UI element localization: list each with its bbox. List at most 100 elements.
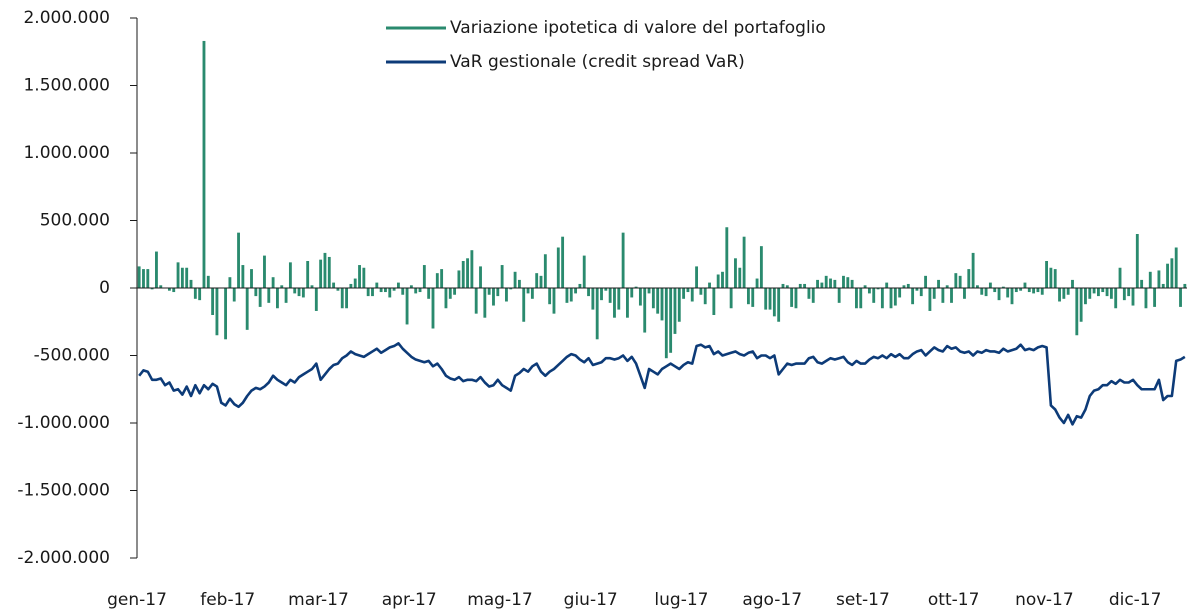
bar (396, 282, 400, 288)
bar (137, 266, 141, 288)
bar (582, 255, 586, 288)
y-tick-label: -1.500.000 (17, 481, 110, 501)
bar (479, 266, 482, 288)
bar (647, 288, 651, 294)
bar (1135, 234, 1139, 288)
bar (807, 288, 811, 299)
bar (409, 285, 413, 288)
bar (267, 288, 271, 303)
bar (323, 252, 327, 288)
bar (336, 288, 340, 291)
bar (906, 283, 910, 288)
bar (1045, 261, 1048, 288)
bar (738, 267, 742, 288)
bar (794, 288, 798, 309)
bar (375, 282, 379, 288)
bar (699, 288, 703, 295)
bar (492, 288, 495, 306)
bar (155, 251, 158, 288)
bar (686, 288, 690, 293)
bar (569, 288, 573, 302)
bar (427, 288, 431, 299)
bar (872, 288, 876, 303)
bar (349, 283, 353, 288)
bar (755, 278, 759, 288)
bar (526, 288, 530, 294)
bar (898, 288, 902, 298)
x-tick-label: apr-17 (382, 590, 437, 610)
bar (224, 288, 228, 340)
bar (530, 288, 534, 299)
bar (928, 288, 932, 311)
bar (634, 286, 638, 288)
bar (712, 288, 716, 315)
bar (708, 282, 711, 288)
bar (595, 288, 599, 340)
bar (833, 279, 837, 288)
bar (1006, 288, 1010, 298)
bar (1153, 288, 1157, 307)
bar (189, 279, 193, 288)
bar (703, 288, 707, 305)
bar (820, 282, 824, 288)
bar (915, 288, 919, 291)
bar (1105, 288, 1109, 297)
bar (180, 267, 184, 288)
bar (746, 288, 750, 305)
bar (258, 288, 262, 307)
bar (608, 288, 612, 303)
bar (288, 262, 292, 288)
bar (837, 288, 841, 303)
bar (314, 288, 318, 311)
bar (362, 267, 366, 288)
bar (889, 288, 893, 309)
bar (660, 288, 664, 321)
bar (301, 288, 305, 298)
bar (1157, 270, 1161, 288)
bar (1140, 279, 1144, 288)
bar (345, 288, 348, 309)
bar (1071, 279, 1074, 288)
bar (1001, 286, 1005, 288)
y-tick-label: 2.000.000 (23, 8, 110, 28)
bar (1014, 288, 1018, 293)
y-tick-label: -2.000.000 (17, 548, 110, 568)
bar (517, 279, 521, 288)
bar (764, 288, 768, 310)
bar (1062, 288, 1066, 299)
x-tick-label: mag-17 (467, 590, 533, 610)
bar (1118, 267, 1122, 288)
bar (1127, 288, 1131, 297)
bar (578, 283, 582, 288)
bar (574, 288, 578, 294)
bar (414, 288, 418, 294)
bar (1075, 288, 1079, 336)
bar (1066, 288, 1070, 295)
bar (384, 288, 387, 293)
bar (167, 288, 171, 291)
bar (543, 254, 547, 288)
bar (954, 273, 958, 288)
bar (237, 232, 240, 288)
bar (1010, 288, 1014, 305)
bar (241, 265, 245, 288)
bar (271, 277, 275, 288)
bar (276, 288, 279, 309)
bar (440, 269, 444, 288)
bar (371, 288, 374, 297)
bar (1131, 288, 1135, 306)
bar (664, 288, 668, 359)
bar (1092, 288, 1096, 294)
y-tick-label: 0 (99, 278, 110, 298)
bar (1053, 269, 1057, 288)
bar (1183, 283, 1187, 288)
bar (185, 267, 189, 288)
bar (418, 288, 422, 293)
bar (159, 285, 163, 288)
x-tick-label: gen-17 (107, 590, 167, 610)
bar (327, 256, 331, 288)
bar (963, 288, 966, 299)
bar (461, 261, 465, 288)
bar (353, 278, 357, 288)
